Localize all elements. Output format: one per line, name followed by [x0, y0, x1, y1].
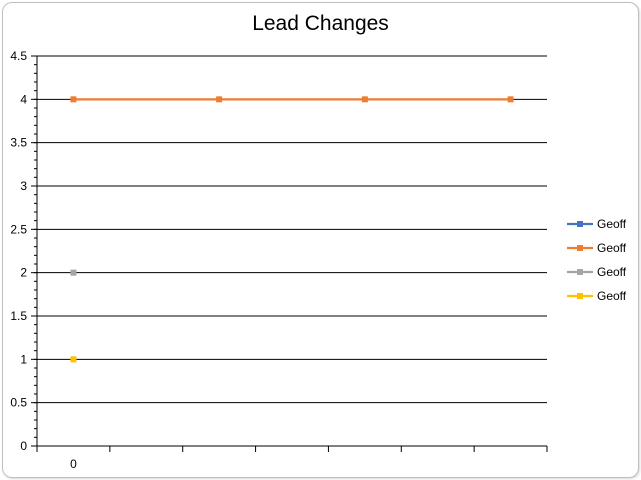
legend-marker — [577, 293, 583, 299]
data-point-1 — [216, 96, 223, 103]
y-tick-label: 0 — [20, 439, 27, 453]
data-point-1 — [70, 96, 77, 103]
y-tick-label: 4 — [20, 92, 27, 106]
legend-label: Geoff — [597, 265, 627, 279]
data-point-3 — [70, 356, 77, 363]
legend-label: Geoff — [597, 289, 627, 303]
x-tick-label: 0 — [70, 457, 77, 471]
y-tick-label: 1 — [20, 352, 27, 366]
data-point-1 — [361, 96, 368, 103]
y-tick-label: 4.5 — [10, 49, 27, 63]
legend-marker — [577, 221, 583, 227]
y-tick-label: 3 — [20, 179, 27, 193]
y-tick-label: 1.5 — [10, 309, 27, 323]
y-tick-label: 2 — [20, 266, 27, 280]
chart-title: Lead Changes — [252, 12, 389, 35]
y-tick-label: 3.5 — [10, 136, 27, 150]
data-point-2 — [70, 269, 77, 276]
legend-marker — [577, 245, 583, 251]
y-tick-label: 0.5 — [10, 396, 27, 410]
y-tick-label: 2.5 — [10, 222, 27, 236]
legend-label: Geoff — [597, 217, 627, 231]
data-point-1 — [507, 96, 514, 103]
legend-label: Geoff — [597, 241, 627, 255]
legend-marker — [577, 269, 583, 275]
